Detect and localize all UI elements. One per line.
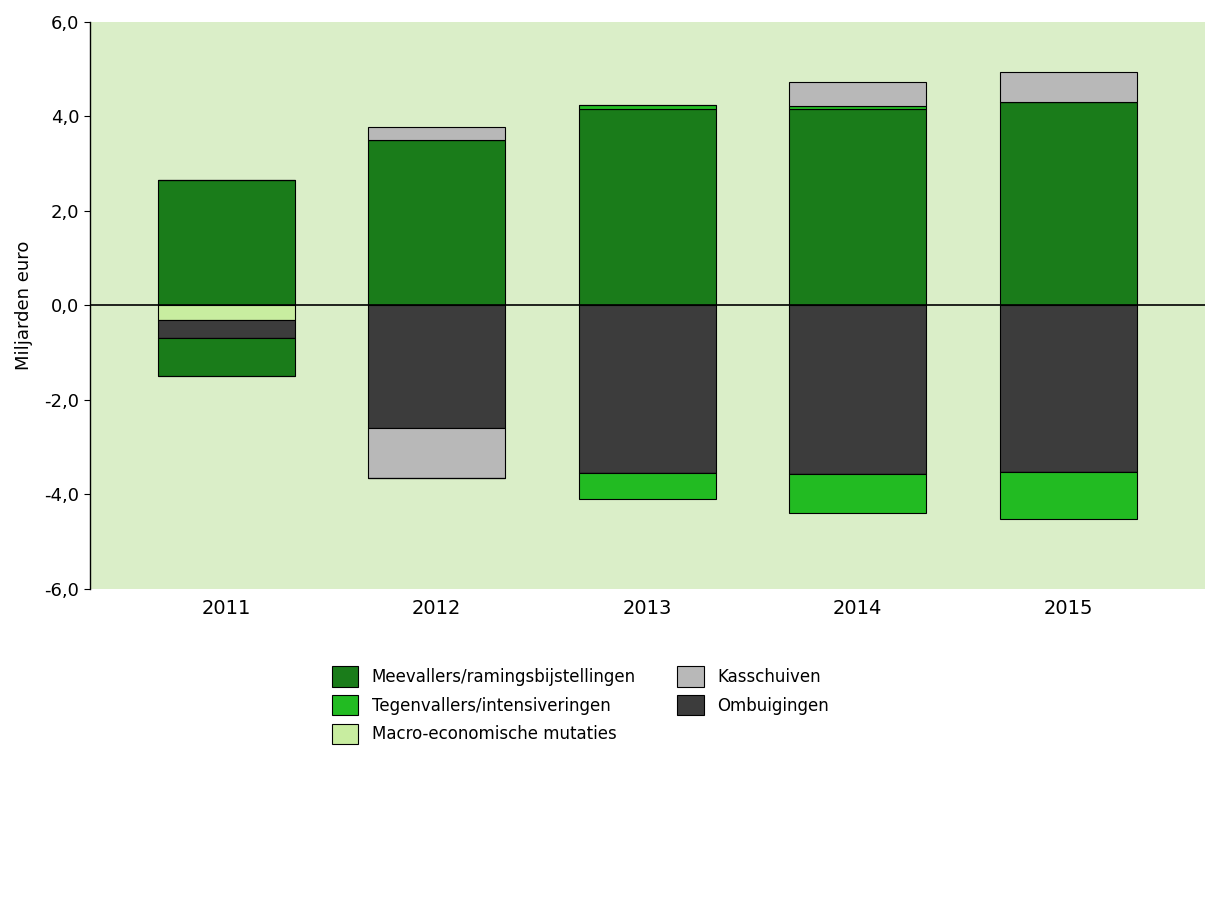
Bar: [789, 306, 926, 474]
Bar: [1000, 102, 1137, 306]
Bar: [578, 104, 716, 110]
Bar: [157, 306, 295, 319]
Bar: [368, 306, 505, 428]
Bar: [1000, 72, 1137, 102]
Bar: [157, 319, 295, 337]
Legend: Meevallers/ramingsbijstellingen, Tegenvallers/intensiveringen, Macro-economische: Meevallers/ramingsbijstellingen, Tegenva…: [325, 659, 836, 751]
Bar: [578, 473, 716, 499]
Bar: [157, 180, 295, 306]
Bar: [157, 337, 295, 376]
Bar: [789, 474, 926, 512]
Bar: [789, 110, 926, 306]
Y-axis label: Miljarden euro: Miljarden euro: [15, 240, 33, 370]
Bar: [789, 82, 926, 105]
Bar: [368, 127, 505, 140]
Bar: [368, 428, 505, 478]
Bar: [1000, 306, 1137, 472]
Bar: [1000, 472, 1137, 519]
Bar: [578, 306, 716, 473]
Bar: [789, 105, 926, 110]
Bar: [368, 140, 505, 306]
Bar: [578, 110, 716, 306]
